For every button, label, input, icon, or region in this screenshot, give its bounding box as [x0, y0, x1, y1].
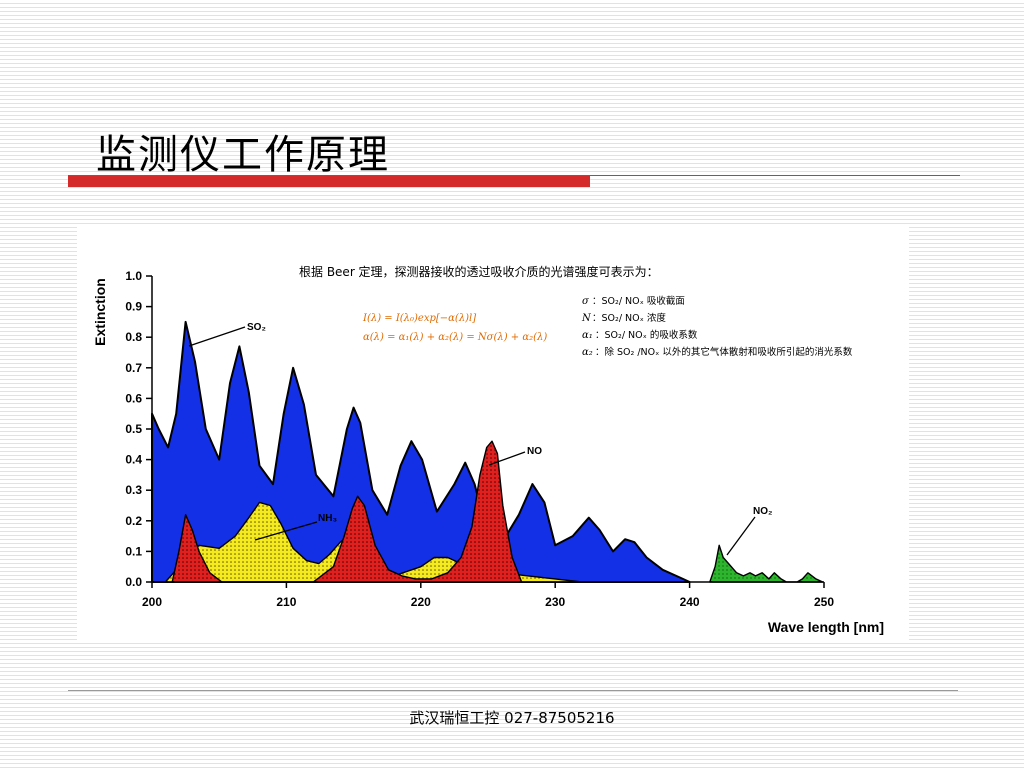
no-area — [171, 440, 523, 583]
series-layer — [151, 320, 824, 583]
formula-1: I(λ) = I(λ₀)exp[−α(λ)l] — [362, 313, 476, 324]
y-tick-label: 0.8 — [125, 330, 142, 344]
legend-text: ：SO₂/ NOₓ 的吸收系数 — [595, 329, 698, 341]
formula-2: α(λ) = α₁(λ) + α₂(λ) = Nσ(λ) + α₂(λ) — [363, 332, 547, 343]
legend-symbol: N — [581, 313, 592, 324]
y-tick-label: 0.3 — [125, 483, 142, 497]
y-tick-label: 0.5 — [125, 422, 142, 436]
y-tick-label: 0.9 — [125, 300, 142, 314]
no-label: NO — [527, 446, 542, 457]
x-tick-label: 240 — [680, 595, 700, 609]
slide-title: 监测仪工作原理 — [96, 132, 390, 178]
x-tick-label: 210 — [276, 595, 296, 609]
extinction-chart: 0.0 0.1 0.2 0.3 0.4 0.5 0.6 0.7 0.8 0.9 1.0 200 210 2… — [92, 264, 884, 635]
symbol-legend: σ ：SO₂/ NOₓ 吸收截面 N ：SO₂/ NOₓ 浓度 α₁ ：SO₂/… — [581, 295, 853, 358]
legend-symbol: α₁ — [582, 330, 593, 341]
legend-text: ：SO₂/ NOₓ 吸收截面 — [592, 295, 685, 307]
x-tick-label: 250 — [814, 595, 834, 609]
x-tick-label: 220 — [411, 595, 431, 609]
y-tick-label: 0.6 — [125, 391, 142, 405]
legend-symbol: σ — [582, 296, 590, 307]
x-tick-label: 200 — [142, 595, 162, 609]
ticks-layer: 0.0 0.1 0.2 0.3 0.4 0.5 0.6 0.7 0.8 0.9 1.0 200 210 2… — [125, 269, 834, 609]
y-tick-label: 0.7 — [125, 361, 142, 375]
y-tick-label: 0.0 — [125, 575, 142, 589]
no2-area — [709, 544, 824, 583]
no2-label: NO₂ — [753, 506, 772, 517]
so2-pointer — [188, 326, 246, 347]
beer-heading: 根据 Beer 定理，探测器接收的透过吸收介质的光谱强度可表示为： — [299, 264, 659, 279]
nh3-label: NH₃ — [318, 513, 337, 524]
y-axis-title: Extinction — [92, 278, 108, 346]
x-tick-label: 230 — [545, 595, 565, 609]
y-tick-label: 1.0 — [125, 269, 142, 283]
no2-pointer — [726, 516, 756, 556]
so2-area — [151, 320, 691, 583]
legend-symbol: α₂ — [582, 347, 593, 358]
title-rule — [68, 175, 960, 176]
legend-text: ：除 SO₂ /NOₓ 以外的其它气体散射和吸收所引起的消光系数 — [595, 346, 853, 358]
legend-text: ：SO₂/ NOₓ 浓度 — [592, 312, 666, 324]
y-tick-label: 0.1 — [125, 544, 142, 558]
so2-label: SO₂ — [247, 322, 266, 333]
title-red-bar — [68, 175, 590, 187]
nh3-pointer — [254, 521, 318, 541]
no-pointer — [488, 451, 526, 466]
footer-rule — [68, 690, 958, 691]
figure-panel: 0.0 0.1 0.2 0.3 0.4 0.5 0.6 0.7 0.8 0.9 1.0 200 210 2… — [77, 224, 909, 640]
x-axis-title: Wave length [nm] — [768, 619, 884, 635]
footer-contact: 武汉瑞恒工控 027-87505216 — [409, 709, 615, 727]
y-tick-label: 0.2 — [125, 514, 142, 528]
y-tick-label: 0.4 — [125, 453, 142, 467]
